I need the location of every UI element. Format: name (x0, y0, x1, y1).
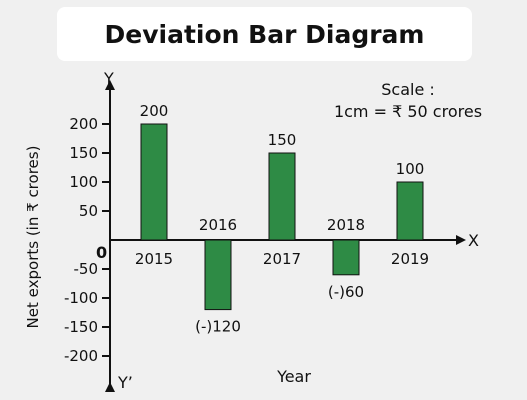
y-tick-label: -200 (64, 347, 98, 365)
bar-2018 (332, 239, 360, 276)
y-ticks: 200 150 100 50 -50 -100 -150 -200 (64, 115, 110, 365)
category-label: 2017 (263, 250, 301, 268)
y-tick-label: 100 (69, 173, 98, 191)
bars (140, 123, 424, 311)
bar-2016 (204, 239, 232, 311)
y-axis-bottom-label: Y’ (117, 373, 133, 392)
bar-2017 (268, 152, 296, 241)
data-label: 100 (396, 160, 425, 178)
bar-2019 (396, 181, 424, 241)
category-label: 2015 (135, 250, 173, 268)
scale-title: Scale : (381, 80, 435, 99)
y-tick-label: 150 (69, 144, 98, 162)
y-tick-label: -150 (64, 318, 98, 336)
x-axis-end-label: X (468, 231, 479, 250)
data-label: 150 (268, 131, 297, 149)
category-label: 2019 (391, 250, 429, 268)
data-label: 200 (140, 102, 169, 120)
y-tick-label: -100 (64, 289, 98, 307)
scale-value: 1cm = ₹ 50 crores (334, 102, 482, 121)
y-axis-top-label: Y (103, 69, 114, 88)
y-tick-label: -50 (74, 260, 99, 278)
x-axis-title: Year (276, 367, 311, 386)
origin-label: 0 (96, 243, 107, 262)
chart-title: Deviation Bar Diagram (57, 7, 472, 61)
data-label: (-)120 (195, 318, 241, 336)
y-axis-title: Net exports (in ₹ crores) (24, 146, 42, 329)
category-label: 2018 (327, 216, 365, 234)
data-label: (-)60 (328, 283, 364, 301)
data-labels: 200 (-)120 150 (-)60 100 (140, 102, 425, 336)
category-labels: 2015 2016 2017 2018 2019 (135, 216, 429, 268)
y-tick-label: 50 (79, 202, 98, 220)
category-label: 2016 (199, 216, 237, 234)
bar-2015 (140, 123, 168, 241)
y-tick-label: 200 (69, 115, 98, 133)
